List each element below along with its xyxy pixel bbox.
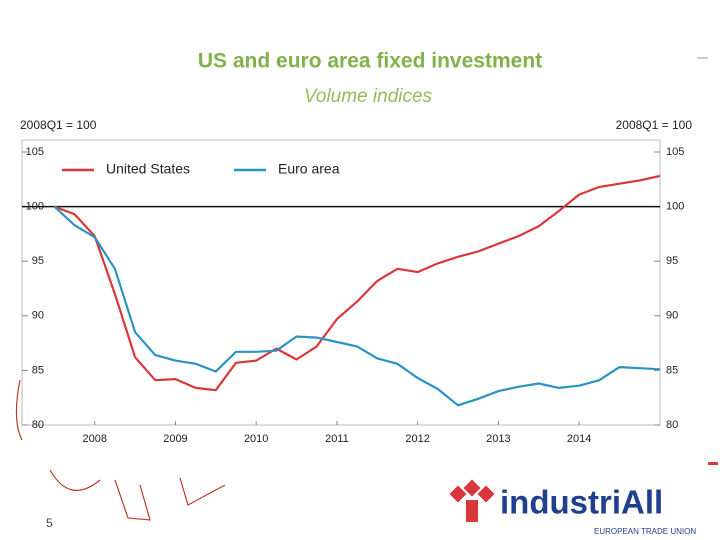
logo-shape	[449, 485, 467, 503]
plot-frame	[21, 139, 661, 426]
y-tick-label: 90	[32, 310, 44, 322]
logo-shape	[477, 485, 495, 503]
legend-label: Euro area	[278, 161, 340, 177]
logo: industriAll EUROPEAN TRADE UNION	[449, 479, 696, 536]
deco-bar	[708, 462, 718, 465]
x-tick-label: 2010	[244, 433, 268, 445]
chart-title: US and euro area fixed investment	[198, 50, 542, 73]
x-tick-label: 2009	[163, 433, 187, 445]
x-tick-label: 2012	[405, 433, 429, 445]
y-tick-label: 80	[32, 419, 44, 431]
logo-shape	[463, 479, 481, 497]
y2-tick-label: 105	[666, 146, 684, 158]
y2-axis-label: 2008Q1 = 100	[616, 118, 693, 132]
deco-stroke	[114, 479, 151, 521]
deco-stroke	[179, 477, 226, 506]
logo-name: industriAll	[500, 484, 663, 521]
y-axis-label: 2008Q1 = 100	[20, 118, 97, 132]
series-line	[54, 174, 661, 392]
x-tick-label: 2014	[567, 433, 591, 445]
legend-label: United States	[106, 161, 190, 177]
logo-icon	[449, 479, 495, 522]
x-tick-label: 2013	[486, 433, 510, 445]
deco-stroke	[15, 379, 23, 441]
x-tick-label: 2011	[325, 433, 349, 445]
y2-tick-label: 85	[666, 364, 678, 376]
series-line	[53, 205, 660, 407]
y2-tick-label: 80	[666, 419, 678, 431]
logo-shape	[466, 500, 478, 522]
y2-tick-label: 95	[666, 255, 678, 267]
decoration	[15, 379, 226, 521]
y-tick-label: 95	[32, 255, 44, 267]
y-tick-label: 105	[26, 146, 44, 158]
deco-stroke	[49, 469, 101, 491]
page-number: 5	[46, 516, 53, 530]
y-tick-label: 85	[32, 364, 44, 376]
logo-tagline: EUROPEAN TRADE UNION	[594, 527, 696, 536]
x-tick-label: 2008	[82, 433, 106, 445]
y2-tick-label: 100	[666, 201, 684, 213]
y2-tick-label: 90	[666, 310, 678, 322]
chart-subtitle: Volume indices	[304, 86, 433, 107]
